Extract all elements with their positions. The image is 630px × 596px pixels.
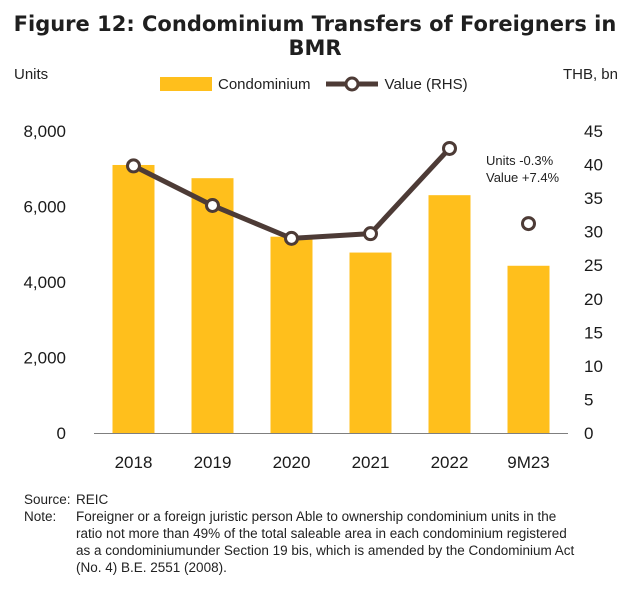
legend-item-line: Value (RHS) (325, 76, 468, 93)
note-text: Foreigner or a foreign juristic person A… (76, 509, 575, 575)
note-row: Note: Foreigner or a foreign juristic pe… (24, 508, 624, 576)
bar-2018 (112, 164, 155, 433)
source-row: Source: REIC (24, 491, 624, 508)
y-tick-right: 20 (584, 290, 603, 309)
note-key: Note: (24, 509, 57, 524)
y-tick-right: 15 (584, 323, 603, 342)
y-tick-right: 30 (584, 223, 603, 242)
y-tick-right: 5 (584, 390, 593, 409)
bar-2019 (191, 178, 234, 433)
chart-title: Figure 12: Condominium Transfers of Fore… (13, 12, 617, 60)
y-tick-left: 8,000 (23, 122, 66, 141)
footer: Source: REIC Note: Foreigner or a foreig… (24, 491, 624, 576)
left-axis-unit: Units (14, 66, 49, 83)
y-tick-left: 2,000 (23, 349, 66, 368)
source-key: Source: (24, 492, 71, 507)
bar-9M23 (507, 265, 550, 433)
bar-2021 (349, 252, 392, 433)
bar-2020 (270, 236, 313, 433)
x-tick-label: 2022 (431, 453, 469, 472)
x-tick-label: 2019 (194, 453, 232, 472)
legend-line-marker-icon (325, 76, 378, 92)
y-tick-right: 35 (584, 189, 603, 208)
x-tick-label: 9M23 (507, 453, 550, 472)
y-tick-right: 0 (584, 424, 593, 443)
value-marker-2021 (363, 226, 378, 242)
value-marker-2022 (442, 140, 457, 156)
legend-item-bar: Condominium (160, 76, 311, 93)
y-tick-right: 10 (584, 357, 603, 376)
value-marker-9M23 (521, 216, 536, 232)
right-axis-unit: THB, bn (562, 66, 618, 83)
value-line (132, 146, 452, 241)
y-tick-left: 4,000 (23, 273, 66, 292)
annotation-units: Units -0.3% (486, 153, 554, 168)
y-tick-left: 0 (57, 424, 66, 443)
x-tick-label: 2018 (115, 453, 153, 472)
y-tick-left: 6,000 (23, 198, 66, 217)
value-marker-2020 (284, 230, 299, 246)
y-tick-right: 40 (584, 156, 603, 175)
annotation-value: Value +7.4% (486, 170, 560, 185)
y-tick-right: 45 (584, 122, 603, 141)
value-marker-2019 (205, 197, 220, 213)
x-tick-label: 2021 (352, 453, 390, 472)
source-text: REIC (76, 492, 109, 507)
growth-annotation: Units -0.3% Value +7.4% (486, 152, 559, 186)
legend-bar-label: Condominium (218, 75, 311, 93)
value-marker-2018 (126, 158, 141, 174)
x-tick-label: 2020 (273, 453, 311, 472)
legend-line-label: Value (RHS) (384, 75, 468, 93)
y-tick-right: 25 (584, 256, 603, 275)
legend-bar-swatch-icon (160, 77, 212, 91)
legend: Condominium Value (RHS) (160, 74, 482, 94)
bar-2022 (428, 195, 471, 433)
